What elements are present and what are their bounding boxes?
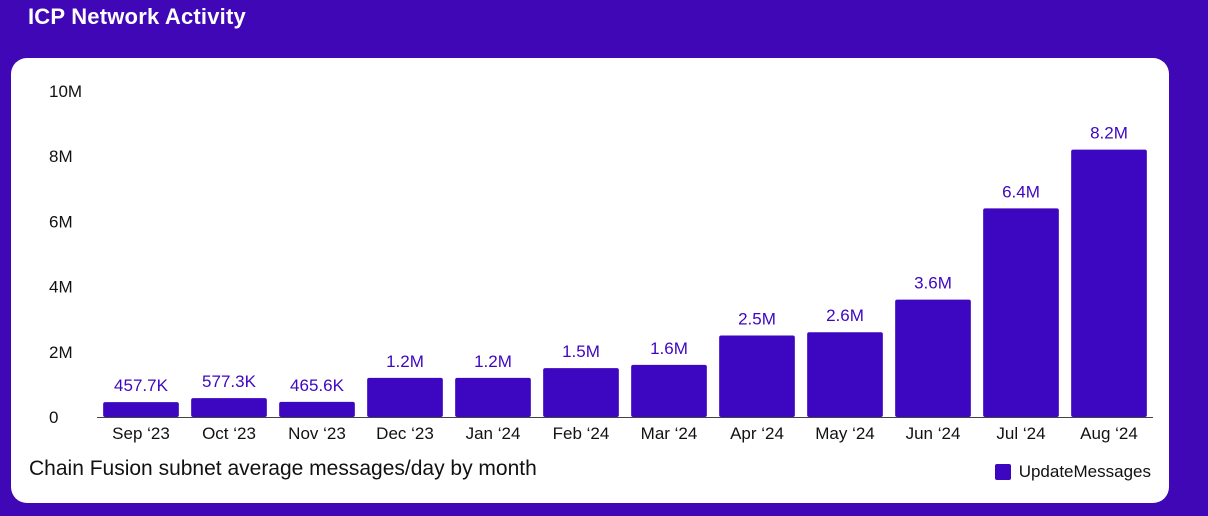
x-tick-label: May ‘24 — [815, 424, 875, 443]
data-label: 1.5M — [562, 342, 600, 361]
y-tick-label: 0 — [49, 408, 58, 427]
x-tick-label: Apr ‘24 — [730, 424, 784, 443]
data-label: 6.4M — [1002, 182, 1040, 201]
x-tick-label: Oct ‘23 — [202, 424, 256, 443]
data-label: 577.3K — [202, 372, 257, 391]
x-tick-label: Feb ‘24 — [553, 424, 610, 443]
y-tick-label: 8M — [49, 147, 73, 166]
x-tick-label: Nov ‘23 — [288, 424, 346, 443]
legend: UpdateMessages — [994, 462, 1151, 482]
data-label: 1.2M — [474, 352, 512, 371]
x-tick-label: Aug ‘24 — [1080, 424, 1138, 443]
x-tick-label: Mar ‘24 — [641, 424, 698, 443]
data-label: 3.6M — [914, 274, 952, 293]
y-tick-label: 10M — [49, 82, 82, 101]
bar — [983, 208, 1059, 417]
bar — [279, 401, 355, 417]
bar — [719, 335, 795, 417]
legend-label: UpdateMessages — [1018, 462, 1151, 481]
bar — [807, 332, 883, 417]
bar — [367, 377, 443, 417]
bar — [543, 368, 619, 417]
bar-chart: 0 2M 4M 6M 8M 10M 457.7K Sep ‘23 577.3K Oct ‘23 46… — [49, 82, 1153, 443]
x-tick-label: Jan ‘24 — [466, 424, 521, 443]
chart-card: 0 2M 4M 6M 8M 10M 457.7K Sep ‘23 577.3K Oct ‘23 46… — [11, 58, 1169, 503]
data-label: 457.7K — [114, 376, 169, 395]
data-label: 2.5M — [738, 310, 776, 329]
bar — [895, 299, 971, 417]
bar — [1071, 149, 1147, 417]
y-tick-label: 4M — [49, 278, 73, 297]
x-tick-label: Jul ‘24 — [996, 424, 1045, 443]
data-label: 1.6M — [650, 339, 688, 358]
chart-subtitle: Chain Fusion subnet average messages/day… — [29, 457, 537, 480]
y-tick-label: 6M — [49, 212, 73, 231]
legend-swatch — [994, 464, 1011, 480]
data-label: 465.6K — [290, 376, 345, 395]
bar — [103, 402, 179, 417]
y-tick-label: 2M — [49, 343, 73, 362]
x-tick-label: Jun ‘24 — [906, 424, 961, 443]
x-tick-label: Sep ‘23 — [112, 424, 170, 443]
bar — [191, 398, 267, 417]
data-label: 2.6M — [826, 306, 864, 325]
x-tick-label: Dec ‘23 — [376, 424, 434, 443]
data-label: 8.2M — [1090, 124, 1128, 143]
page-title: ICP Network Activity — [28, 4, 246, 29]
data-label: 1.2M — [386, 352, 424, 371]
bar — [631, 364, 707, 417]
bar — [455, 377, 531, 417]
